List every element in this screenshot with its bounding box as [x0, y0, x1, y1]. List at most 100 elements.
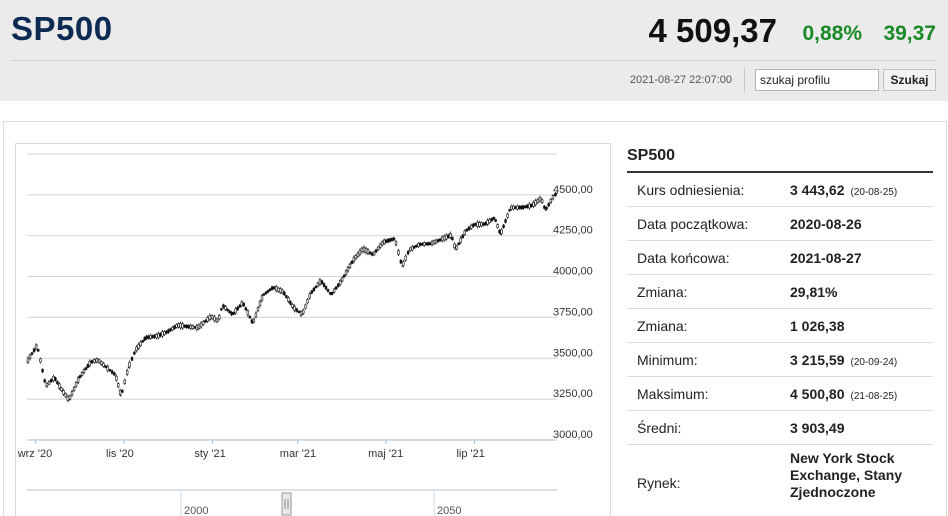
close-point [120, 395, 122, 397]
info-row-value-text: 2020-08-26 [790, 216, 862, 232]
close-point [553, 194, 555, 197]
candle-body [536, 198, 540, 203]
candle-body [406, 250, 410, 255]
candle-body [308, 293, 311, 299]
search-button[interactable]: Szukaj [883, 69, 936, 91]
candle-body [252, 318, 256, 323]
candle-body [43, 379, 46, 383]
search-input[interactable] [755, 69, 879, 91]
close-point [221, 304, 224, 306]
candle-body [423, 242, 426, 246]
candle-body [514, 206, 517, 209]
info-row: Kurs odniesienia: 3 443,62 (20-08-25) [627, 173, 933, 207]
candle-body [314, 285, 318, 289]
candle-body [248, 315, 252, 319]
candle-body [476, 221, 479, 227]
candle-body [354, 255, 358, 260]
candle-body [226, 308, 229, 312]
candle-body [467, 226, 471, 231]
info-row-value-text: 2021-08-27 [790, 250, 862, 266]
candle-body [37, 349, 40, 352]
candle-body [202, 321, 205, 325]
candle-body [404, 255, 407, 261]
candle-body [415, 244, 418, 248]
candle-body [312, 287, 316, 292]
close-point [430, 242, 432, 245]
info-row-value: 29,81% [790, 284, 837, 300]
price-chart[interactable]: 3000,00 3250,00 3500,00 3750,00 4000,00 4250,… [15, 143, 611, 516]
candle-body [320, 280, 324, 284]
candle-body [532, 202, 535, 207]
candle-body [80, 372, 84, 376]
close-point [177, 324, 179, 326]
close-point [440, 238, 442, 241]
header-divider [11, 60, 936, 61]
candle-body [234, 308, 237, 314]
candle-body [502, 224, 505, 228]
close-point [78, 377, 80, 379]
candle-body [189, 324, 192, 330]
candle-body [451, 237, 454, 241]
quote-header: SP500 4 509,37 0,88% 39,37 2021-08-27 22… [0, 0, 948, 101]
candle-body [390, 238, 394, 241]
candle-body [326, 289, 330, 292]
close-point [262, 294, 264, 296]
close-point [544, 209, 547, 211]
candle-body [86, 364, 90, 368]
info-row-label: Zmiana: [637, 318, 688, 334]
candle-body [39, 358, 42, 363]
close-point [282, 291, 284, 293]
candle-body [302, 309, 305, 314]
candle-body [295, 308, 298, 312]
close-point [36, 344, 38, 346]
candle-body [528, 203, 531, 209]
info-row: Data początkowa: 2020-08-26 [627, 207, 933, 241]
info-title-underline [627, 171, 933, 173]
candle-body [488, 219, 491, 224]
candle-body [342, 274, 346, 278]
close-point [510, 207, 512, 209]
candle-body [118, 389, 122, 395]
candle-body [364, 248, 368, 254]
close-point [340, 280, 342, 282]
candle-body [199, 322, 203, 328]
candle-body [181, 323, 184, 329]
current-price: 4 509,37 [648, 12, 777, 49]
x-tick-label: mar '21 [280, 448, 316, 460]
candle-body [348, 263, 352, 268]
candle-body [494, 219, 497, 222]
change-percent: 0,88% [802, 22, 862, 45]
candle-body [436, 239, 440, 243]
close-point [382, 241, 384, 243]
candle-body [386, 238, 390, 243]
candle-body [58, 383, 61, 389]
candle-body [220, 308, 223, 311]
navigator-handle[interactable] [281, 492, 292, 516]
candle-body [376, 246, 380, 251]
info-row-date: (20-09-24) [850, 357, 898, 368]
candle-body [470, 224, 473, 229]
candle-body [268, 288, 272, 291]
candle-body [26, 357, 30, 363]
close-point [301, 313, 303, 316]
close-point [217, 320, 219, 322]
candle-body [394, 241, 398, 246]
close-point [494, 217, 496, 219]
candle-body [486, 219, 489, 225]
candle-body [279, 288, 282, 293]
candle-body [455, 245, 458, 250]
candle-body [374, 249, 378, 253]
info-row: Zmiana: 29,81% [627, 275, 933, 309]
candle-body [421, 242, 424, 246]
candle-body [171, 326, 174, 331]
close-point [320, 280, 322, 282]
close-point [166, 331, 169, 333]
candle-body [183, 324, 186, 328]
candle-body [238, 304, 241, 308]
close-point [394, 238, 396, 240]
chart-svg[interactable]: 3000,00 3250,00 3500,00 3750,00 4000,00 4250,… [16, 144, 611, 516]
close-point [418, 243, 421, 245]
candle-body [445, 234, 448, 240]
candle-body [356, 252, 360, 257]
candle-body [266, 289, 270, 293]
